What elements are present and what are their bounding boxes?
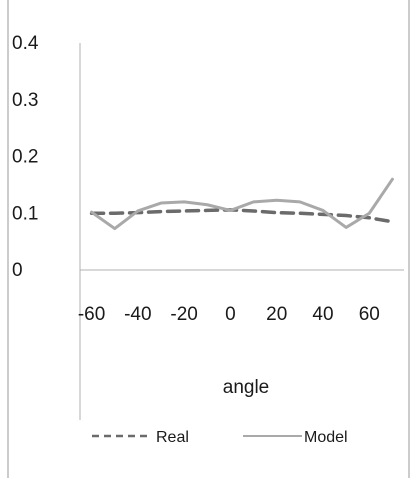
series-line-model [90, 177, 394, 231]
series-line-real [89, 208, 395, 224]
legend-label-real: Real [156, 429, 189, 446]
y-tick-label: 0.4 [12, 33, 39, 54]
x-tick-label: 40 [312, 304, 333, 325]
axes-layer [79, 43, 404, 420]
legend-label-model: Model [304, 429, 348, 446]
x-tick-label: 60 [359, 304, 380, 325]
legend: Real Model [92, 429, 348, 446]
y-tick-label: 0 [12, 260, 23, 281]
y-tick-label: 0.3 [12, 90, 38, 111]
x-axis-title: angle [223, 377, 270, 398]
x-tick-label: -40 [124, 304, 151, 325]
x-tick-label: 0 [225, 304, 236, 325]
x-tick-label: -20 [170, 304, 197, 325]
chart-frame-layer [7, 0, 410, 478]
x-tick-label: -60 [78, 304, 105, 325]
y-tick-label: 0.1 [12, 203, 38, 224]
tick-label-layer: 0 0.1 0.2 0.3 0.4 -60 -40 -20 0 20 40 60 [12, 33, 380, 325]
series-layer [89, 177, 395, 231]
x-tick-label: 20 [266, 304, 287, 325]
y-tick-label: 0.2 [12, 147, 38, 168]
